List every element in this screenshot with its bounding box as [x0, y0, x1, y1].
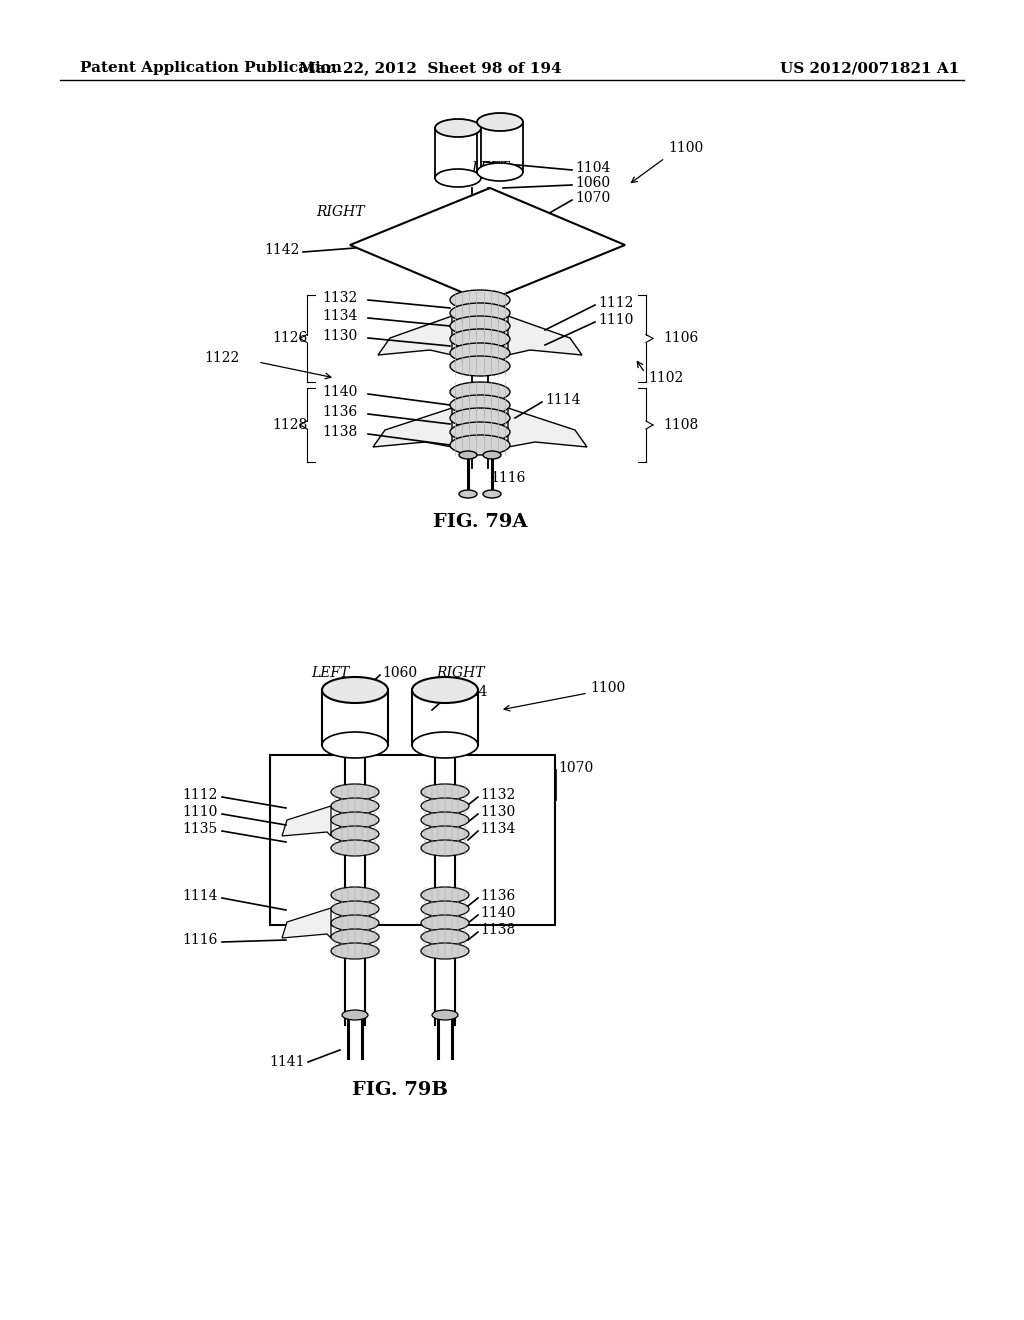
- Ellipse shape: [450, 343, 510, 363]
- Ellipse shape: [331, 812, 379, 828]
- Text: LEFT: LEFT: [471, 161, 509, 176]
- Ellipse shape: [450, 304, 510, 323]
- Ellipse shape: [450, 395, 510, 414]
- Text: 1138: 1138: [322, 425, 357, 440]
- Text: 1142: 1142: [264, 243, 300, 257]
- Text: 1100: 1100: [668, 141, 703, 154]
- Ellipse shape: [432, 1010, 458, 1020]
- Text: RIGHT: RIGHT: [436, 667, 484, 680]
- Ellipse shape: [412, 733, 478, 758]
- Text: FIG. 79A: FIG. 79A: [433, 513, 527, 531]
- Ellipse shape: [421, 915, 469, 931]
- Ellipse shape: [477, 114, 523, 131]
- Ellipse shape: [483, 451, 501, 459]
- Text: US 2012/0071821 A1: US 2012/0071821 A1: [780, 61, 959, 75]
- Text: 1110: 1110: [182, 805, 218, 818]
- Text: 1100: 1100: [590, 681, 626, 696]
- Text: 1114: 1114: [545, 393, 581, 407]
- Ellipse shape: [331, 942, 379, 960]
- Ellipse shape: [450, 408, 510, 428]
- Text: 1060: 1060: [575, 176, 610, 190]
- Ellipse shape: [435, 169, 481, 187]
- Text: 1126: 1126: [272, 331, 308, 345]
- Text: 1138: 1138: [480, 923, 515, 937]
- Text: 1136: 1136: [322, 405, 357, 418]
- Ellipse shape: [450, 422, 510, 442]
- Text: 1112: 1112: [182, 788, 218, 803]
- Text: RIGHT: RIGHT: [315, 205, 365, 219]
- Ellipse shape: [322, 677, 388, 704]
- Text: 1112: 1112: [598, 296, 634, 310]
- Text: Patent Application Publication: Patent Application Publication: [80, 61, 342, 75]
- Ellipse shape: [450, 290, 510, 310]
- Polygon shape: [282, 908, 331, 939]
- Ellipse shape: [331, 840, 379, 855]
- Text: Mar. 22, 2012  Sheet 98 of 194: Mar. 22, 2012 Sheet 98 of 194: [299, 61, 561, 75]
- Text: 1122: 1122: [205, 351, 240, 366]
- Ellipse shape: [421, 784, 469, 800]
- Ellipse shape: [421, 887, 469, 903]
- Ellipse shape: [483, 490, 501, 498]
- Text: 1124: 1124: [452, 685, 487, 700]
- Text: 1136: 1136: [480, 888, 515, 903]
- Ellipse shape: [322, 733, 388, 758]
- Text: 1140: 1140: [480, 906, 515, 920]
- Polygon shape: [378, 315, 452, 355]
- Ellipse shape: [421, 826, 469, 842]
- Polygon shape: [508, 408, 587, 447]
- Text: 1134: 1134: [480, 822, 515, 836]
- Text: 1134: 1134: [322, 309, 357, 323]
- Ellipse shape: [450, 315, 510, 337]
- Ellipse shape: [342, 1010, 368, 1020]
- Ellipse shape: [477, 162, 523, 181]
- Text: 1102: 1102: [648, 371, 683, 385]
- Ellipse shape: [331, 784, 379, 800]
- Polygon shape: [508, 315, 582, 355]
- Text: FIG. 79B: FIG. 79B: [352, 1081, 449, 1100]
- Text: 1141: 1141: [269, 1055, 305, 1069]
- Ellipse shape: [450, 381, 510, 403]
- Ellipse shape: [450, 436, 510, 455]
- Text: 1132: 1132: [322, 290, 357, 305]
- Ellipse shape: [331, 915, 379, 931]
- Ellipse shape: [450, 329, 510, 348]
- Ellipse shape: [421, 942, 469, 960]
- Text: 1110: 1110: [598, 313, 634, 327]
- Text: 1070: 1070: [558, 762, 593, 775]
- Text: 1132: 1132: [480, 788, 515, 803]
- Text: LEFT: LEFT: [311, 667, 349, 680]
- Polygon shape: [350, 187, 625, 302]
- Polygon shape: [282, 807, 331, 836]
- Text: 1108: 1108: [663, 418, 698, 432]
- Text: 1106: 1106: [663, 331, 698, 345]
- Ellipse shape: [421, 929, 469, 945]
- Ellipse shape: [421, 812, 469, 828]
- Ellipse shape: [331, 799, 379, 814]
- Ellipse shape: [331, 929, 379, 945]
- Text: 1128: 1128: [272, 418, 308, 432]
- Polygon shape: [373, 408, 452, 447]
- Text: 1060: 1060: [382, 667, 417, 680]
- Ellipse shape: [459, 490, 477, 498]
- Text: 1140: 1140: [322, 385, 357, 399]
- Ellipse shape: [331, 887, 379, 903]
- Text: 1135: 1135: [182, 822, 218, 836]
- Ellipse shape: [421, 840, 469, 855]
- Text: 1114: 1114: [182, 888, 218, 903]
- Ellipse shape: [450, 356, 510, 376]
- Text: 1116: 1116: [182, 933, 218, 946]
- Ellipse shape: [421, 799, 469, 814]
- Text: 1130: 1130: [322, 329, 357, 343]
- Bar: [270, 755, 555, 925]
- Text: 1104: 1104: [575, 161, 610, 176]
- Ellipse shape: [331, 826, 379, 842]
- Ellipse shape: [331, 902, 379, 917]
- Ellipse shape: [435, 119, 481, 137]
- Ellipse shape: [412, 677, 478, 704]
- Ellipse shape: [421, 902, 469, 917]
- Text: 1116: 1116: [490, 471, 525, 484]
- Text: 1070: 1070: [575, 191, 610, 205]
- Text: 1130: 1130: [480, 805, 515, 818]
- Ellipse shape: [459, 451, 477, 459]
